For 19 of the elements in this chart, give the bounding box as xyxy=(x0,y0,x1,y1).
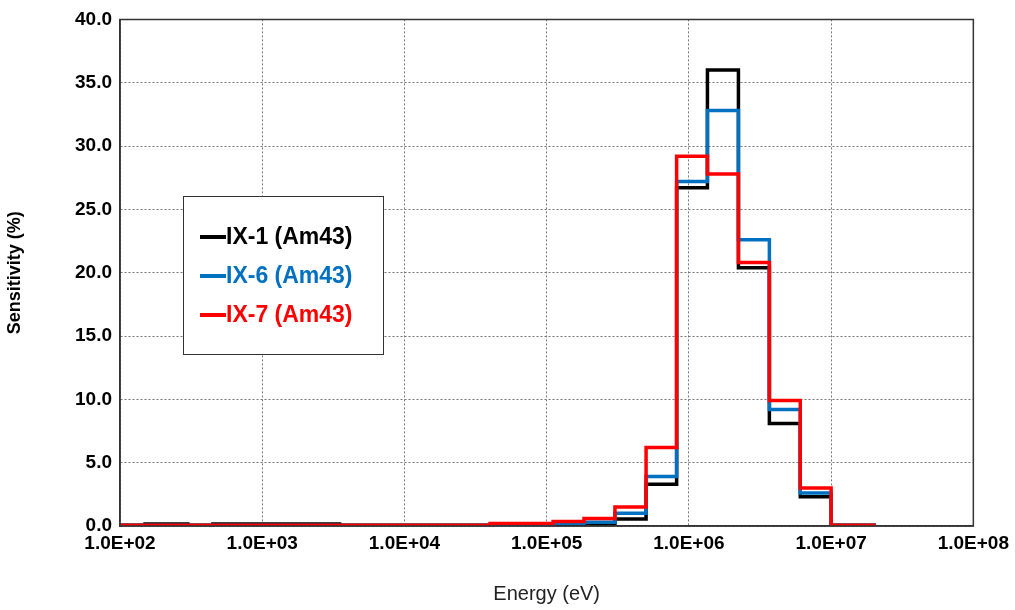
y-tick-label: 10.0 xyxy=(75,387,112,409)
x-tick-label: 1.0E+07 xyxy=(795,531,867,553)
y-tick-label: 5.0 xyxy=(85,450,112,472)
legend-label: IX-6 (Am43) xyxy=(226,262,353,289)
y-tick-label: 40.0 xyxy=(75,7,112,29)
y-tick-label: 30.0 xyxy=(75,134,112,156)
x-tick-label: 1.0E+06 xyxy=(653,531,725,553)
y-tick-label: 20.0 xyxy=(75,260,112,282)
x-tick-label: 1.0E+05 xyxy=(511,531,583,553)
x-axis-title: Energy (eV) xyxy=(493,581,601,604)
y-tick-label: 25.0 xyxy=(75,197,112,219)
x-tick-label: 1.0E+04 xyxy=(368,531,441,553)
y-tick-label: 15.0 xyxy=(75,324,112,346)
legend-label: IX-7 (Am43) xyxy=(226,301,353,328)
y-axis-title: Sensitivity (%) xyxy=(3,211,24,335)
legend-label: IX-1 (Am43) xyxy=(226,223,353,250)
x-tick-label: 1.0E+08 xyxy=(937,531,1010,553)
y-tick-label: 35.0 xyxy=(75,70,112,92)
x-tick-label: 1.0E+03 xyxy=(226,531,298,553)
